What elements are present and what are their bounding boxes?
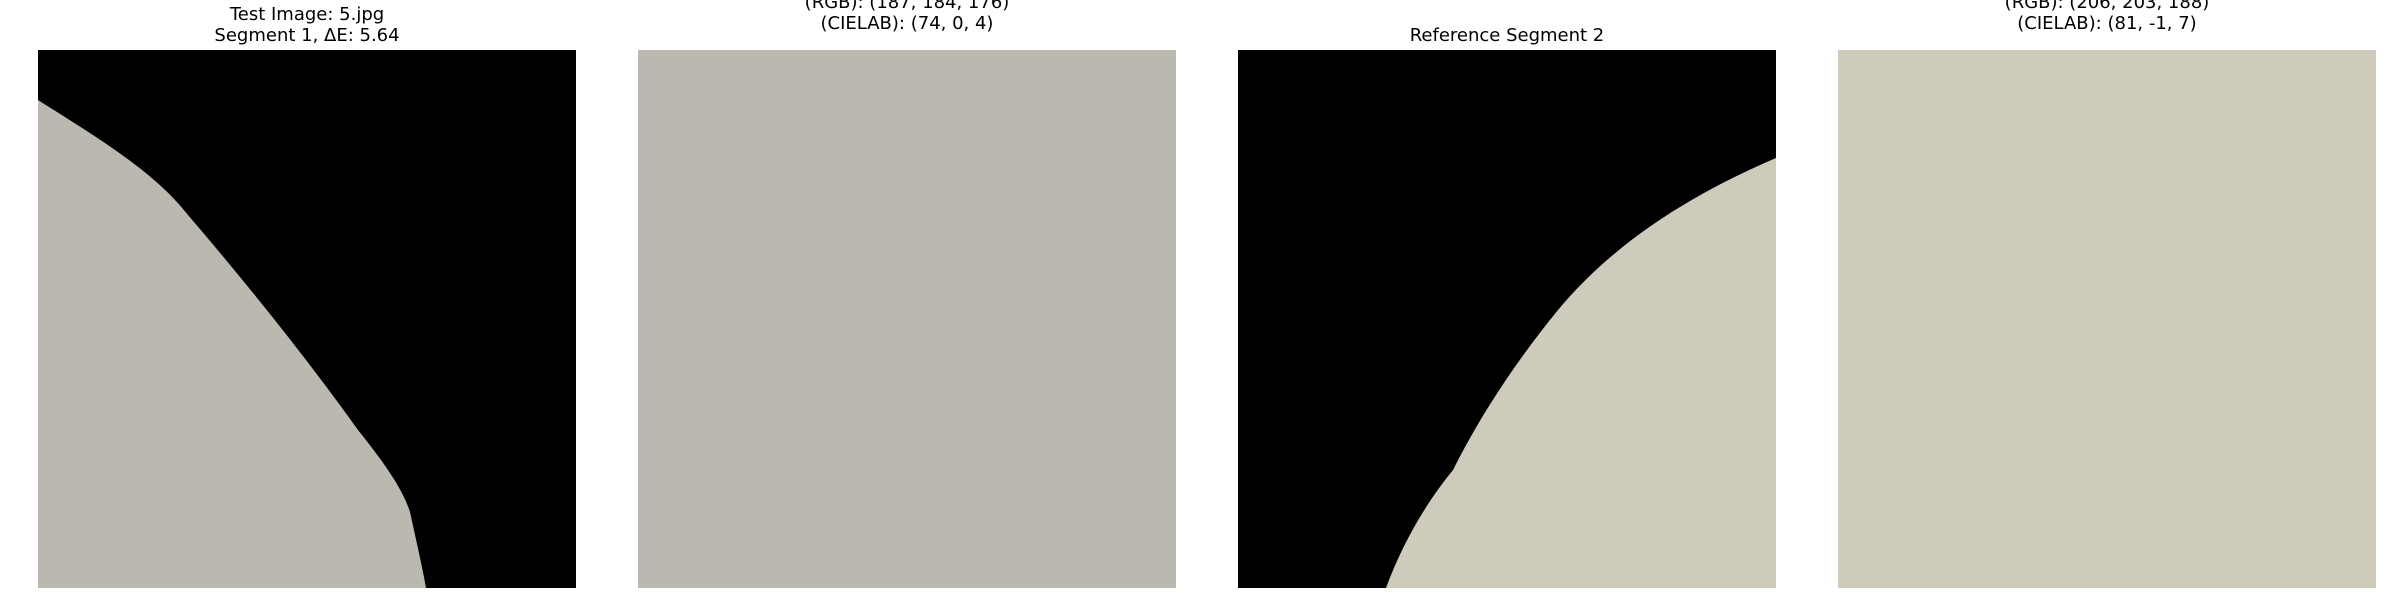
swatch-fill <box>1838 50 2376 588</box>
test-segment-image <box>38 50 576 588</box>
title-line: (RGB): (187, 184, 176) <box>804 0 1010 13</box>
title-line: Segment 1, ΔE: 5.64 <box>214 25 400 46</box>
reference-segment-svg <box>1238 50 1776 588</box>
title-line: Test Image: 5.jpg <box>229 4 385 25</box>
reference-segment-image <box>1238 50 1776 588</box>
reference-image-title: Reference Segment 2 <box>1238 25 1776 46</box>
title-line: (CIELAB): (81, -1, 7) <box>2017 13 2197 34</box>
test-segment-svg <box>38 50 576 588</box>
segment-region <box>1386 158 1776 588</box>
reference-swatch-title: (RGB): (206, 203, 188) (CIELAB): (81, -1… <box>1838 0 2376 34</box>
title-line: Reference Segment 2 <box>1409 25 1605 46</box>
title-line: (CIELAB): (74, 0, 4) <box>820 13 994 34</box>
title-line: (RGB): (206, 203, 188) <box>2004 0 2210 13</box>
test-color-swatch <box>638 50 1176 588</box>
test-image-title: Test Image: 5.jpg Segment 1, ΔE: 5.64 <box>38 4 576 46</box>
reference-color-swatch <box>1838 50 2376 588</box>
test-swatch-title: (RGB): (187, 184, 176) (CIELAB): (74, 0,… <box>638 0 1176 34</box>
reference-swatch-svg <box>1838 50 2376 588</box>
swatch-fill <box>638 50 1176 588</box>
segment-region <box>38 100 426 588</box>
test-swatch-svg <box>638 50 1176 588</box>
